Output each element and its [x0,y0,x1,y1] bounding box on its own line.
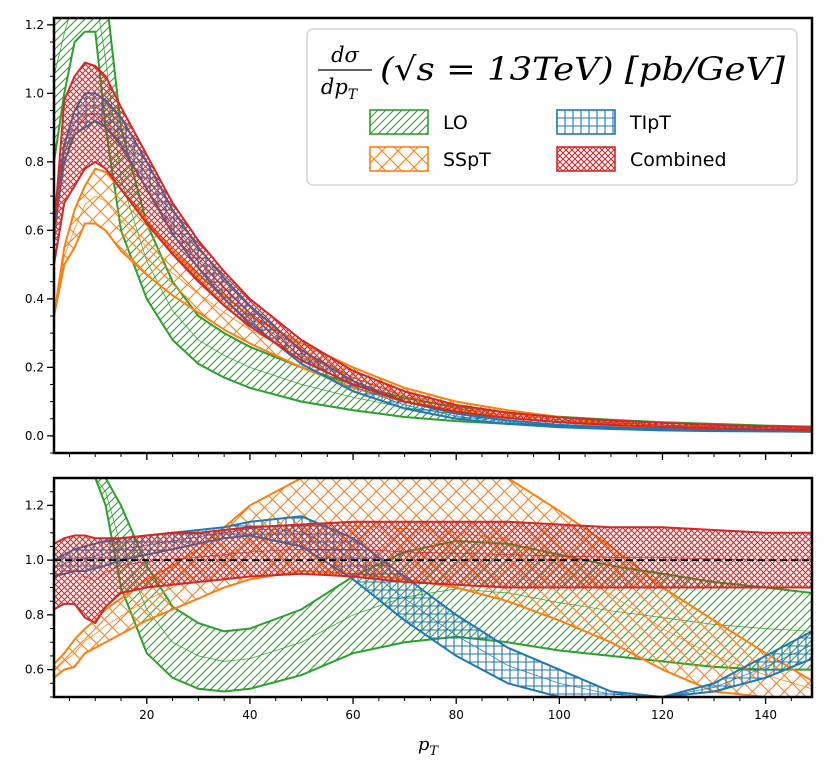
legend-title-frac-den-sub: T [348,87,359,103]
legend-label-sspt: SSpT [443,149,491,171]
legend-box [306,28,798,186]
ratio-lower-combined [54,572,812,625]
main-panel: 0.0 0.2 0.4 0.6 0.8 1.0 1.2 dσ dpT (√s = 13TeV… [25,16,814,460]
ratio-ytick-label: 1.2 [25,498,44,512]
ratio-ytick-label: 0.6 [25,663,44,677]
x-axis-label-sub: T [429,744,439,759]
ratio-xtick-label: 100 [548,708,571,722]
ratio-xtick-label: 80 [449,708,464,722]
ratio-lower-lo [54,478,812,693]
main-ytick-label: 0.0 [25,429,44,443]
ratio-xtick-label: 20 [139,708,154,722]
legend-hatch-combined [557,147,615,171]
legend-label-combined: Combined [630,149,727,171]
ratio-center-lo [54,478,812,662]
legend-hatch-tipt [557,110,615,134]
legend-hatch-sspt [370,147,428,171]
main-ytick-label: 0.4 [25,292,44,306]
legend-label-lo: LO [443,112,468,134]
ratio-xtick-label: 60 [345,708,360,722]
main-ytick-label: 1.0 [25,86,44,100]
legend-title: dσ dpT (√s = 13TeV) [pb/GeV] [318,43,786,103]
ratio-center-sspt [54,524,812,690]
ratio-lower-tipt [54,534,812,697]
main-ytick-label: 1.2 [25,18,44,32]
ratio-ytick-label: 1.0 [25,553,44,567]
ratio-ytick-label: 0.8 [25,608,44,622]
legend-hatch-lo [370,110,428,134]
ratio-panel: 0.6 0.8 1.0 1.2 20 40 60 80 100 120 140 pT [25,476,814,759]
legend-entry-tipt: TIpT [556,109,671,135]
ratio-upper-tipt [54,515,812,697]
legend: dσ dpT (√s = 13TeV) [pb/GeV] LO SSpT TIp… [306,28,798,186]
legend-title-rest: (√s = 13TeV) [pb/GeV] [380,50,786,88]
main-frame [52,16,814,455]
ratio-frame [52,476,814,699]
main-upper-combined [54,61,812,429]
main-ytick-label: 0.6 [25,223,44,237]
main-ytick-label: 0.2 [25,360,44,374]
main-lower-tipt [54,119,812,433]
legend-entry-sspt: SSpT [369,146,491,172]
legend-entry-combined: Combined [556,146,727,172]
legend-title-frac-num: dσ [331,43,359,67]
x-axis-label: pT [418,734,440,759]
ratio-xtick-label: 40 [242,708,257,722]
main-center-combined [54,113,812,430]
main-lower-combined [54,160,812,432]
legend-title-frac-den: dp [321,75,348,99]
x-axis-label-main: p [418,734,430,755]
legend-label-tipt: TIpT [629,112,671,134]
ratio-lower-sspt [54,570,812,697]
ratio-center-combined [54,548,812,582]
ratio-xtick-label: 120 [651,708,674,722]
ratio-upper-combined [54,520,812,545]
main-ytick-label: 0.8 [25,155,44,169]
legend-entry-lo: LO [369,109,468,135]
svg-text:dpT: dpT [321,75,359,103]
ratio-xtick-label: 140 [754,708,777,722]
